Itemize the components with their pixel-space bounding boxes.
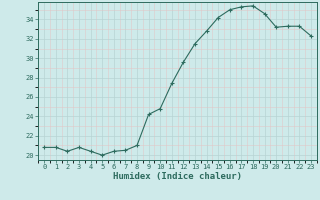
X-axis label: Humidex (Indice chaleur): Humidex (Indice chaleur)	[113, 172, 242, 181]
